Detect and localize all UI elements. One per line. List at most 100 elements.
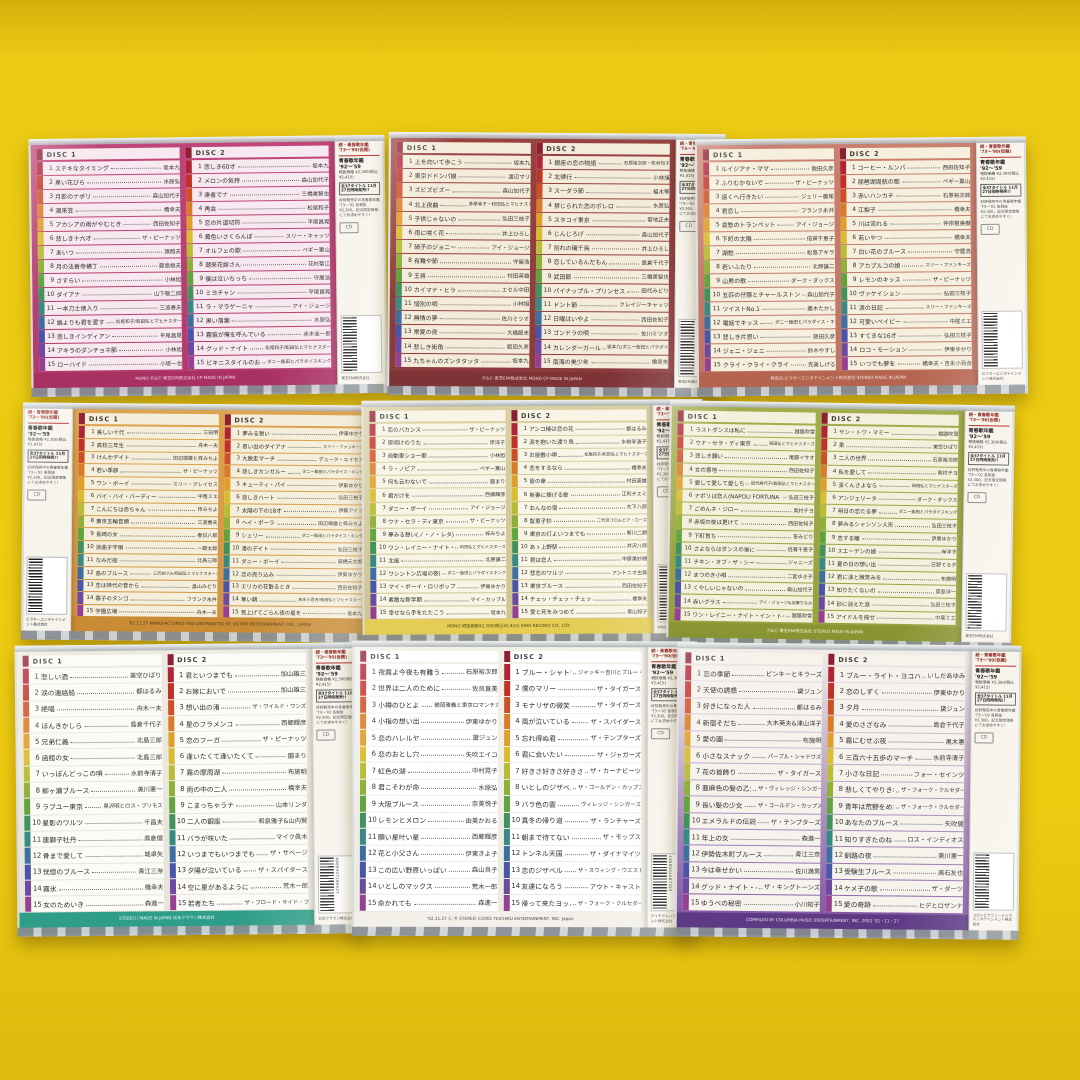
track-artist: 森山良子 xyxy=(471,866,498,875)
dotted-leader xyxy=(572,782,576,790)
cd-back-1962: DISC 1 1 ルイジアナ・ママ 飯田久彦 2 ふりむかないで ザ・ピーナッツ… xyxy=(694,136,1029,397)
track-title: まつのき小唄 xyxy=(693,572,727,580)
track-row: 5 川は流れる 仲宗根美樹 xyxy=(840,216,971,231)
track-title: マイ・ボーイ・ロリポップ xyxy=(388,584,456,591)
track-number: 2 xyxy=(49,178,54,186)
dotted-leader xyxy=(574,172,652,180)
dotted-leader xyxy=(69,670,128,678)
track-artist: スリー・ファンキーズ xyxy=(925,304,972,310)
dotted-leader xyxy=(883,573,939,581)
track-number: 8 xyxy=(180,784,185,793)
rainbow-chip xyxy=(818,583,825,597)
track-artist: 和田弘とマヒナスターズ xyxy=(911,482,958,489)
rainbow-chip xyxy=(683,796,690,812)
dotted-leader xyxy=(740,505,792,512)
track-number: 3 xyxy=(548,187,553,195)
track-row: 10 渚のデイト 弘田三枝子 xyxy=(223,542,363,556)
track-row: 2 涙の連絡船 都はるみ xyxy=(22,683,162,701)
dotted-leader xyxy=(464,157,512,164)
rainbow-chip xyxy=(820,425,828,438)
track-title: 涙の連絡船 xyxy=(40,689,76,698)
disc2-column: DISC 2 1 君といつまでも 加山雄三 2 お嫁においで 加山雄三 3 想い… xyxy=(167,652,309,911)
track-artist: 石原裕次郎 xyxy=(942,192,971,199)
rainbow-chip xyxy=(187,272,194,286)
track-title: 僕は泣いちっち xyxy=(205,275,248,284)
rainbow-chip xyxy=(839,175,846,189)
track-row: 8 有難や節 守屋浩 xyxy=(395,254,530,269)
track-row: 12 伊勢佐木町ブルース 青江三奈 xyxy=(683,845,821,863)
dotted-leader xyxy=(455,529,484,536)
track-title: 今は幸せかい xyxy=(701,866,742,876)
track-title: 自動車ショー歌 xyxy=(387,453,427,460)
track-row: 12 いつまでもいつまでも ザ・サベージ xyxy=(169,845,308,862)
track-row: 1 悲しき60才 坂本九 xyxy=(185,158,329,174)
track-row: 12 可愛いベイビー 中尾ミエ xyxy=(840,314,972,329)
track-title: ブルー・ライト・ヨコハマ xyxy=(846,671,921,681)
track-artist: ヴィレッジ・シンガーズ xyxy=(580,801,641,808)
track-row: 1 サン・トワ・マミー 越路吹雪 xyxy=(820,425,959,441)
track-number: 12 xyxy=(195,317,204,325)
track-artist: 花村菊江 xyxy=(307,261,331,268)
track-number: 11 xyxy=(86,556,94,563)
dotted-leader xyxy=(739,684,796,693)
track-title: ワシントン広場の夜は更けて xyxy=(388,571,441,578)
track-title: 電話でキッス xyxy=(722,319,759,328)
track-artist: 三波春夫 xyxy=(197,519,218,527)
disc2-label: DISC 2 xyxy=(224,414,364,427)
dotted-leader xyxy=(591,214,646,222)
dotted-leader xyxy=(575,437,620,444)
track-row: 8 夢みるシャンソン人形 弘田三枝子 xyxy=(819,517,958,533)
disc2-label: DISC 2 xyxy=(185,145,329,159)
track-row: 4 新宿そだち 大木英夫&津山洋子 xyxy=(684,714,822,732)
track-title: 三百六十五歩のマーチ xyxy=(845,753,914,763)
rainbow-chip xyxy=(78,438,85,451)
track-title: ゆうべの秘密 xyxy=(700,899,742,909)
rainbow-chip xyxy=(839,189,846,203)
rainbow-chip xyxy=(38,343,46,358)
track-title: アカシアの雨がやむとき xyxy=(55,221,122,229)
track-artist: 伊東ゆかり xyxy=(480,583,506,590)
dotted-leader xyxy=(434,880,470,889)
track-artist: 越路吹雪 xyxy=(791,613,813,620)
track-number: 6 xyxy=(90,492,95,499)
track-artist: 荒木一郎 xyxy=(282,882,309,891)
barcode-digits xyxy=(990,854,991,908)
dotted-leader xyxy=(579,299,618,307)
rainbow-chip xyxy=(78,464,85,477)
track-number: 15 xyxy=(826,613,835,620)
track-row: 9 僕は泣いちっち 守屋浩 xyxy=(187,270,331,286)
dotted-leader xyxy=(922,670,926,678)
track-artist: 坂本九 xyxy=(490,609,506,617)
track-row: 4 ほんきかしら 島倉千代子 xyxy=(23,716,162,733)
disc2-column: DISC 2 1 ブルー・ライト・ヨコハマ いしだあゆみ 2 恋のしずく 伊東ゆ… xyxy=(825,653,966,914)
track-artist: ザ・ワイルド・ワンズ xyxy=(252,704,307,711)
rainbow-chip xyxy=(827,715,834,732)
track-row: 12 トンネル天国 ザ・ダイナマイツ xyxy=(503,845,641,862)
track-number: 5 xyxy=(515,733,520,742)
dotted-leader xyxy=(888,719,932,727)
rainbow-chip xyxy=(25,896,32,913)
back-insert: DISC 1 1 恋の季節 ピンキーとキラーズ 2 天使の誘惑 黛ジュン 3 好… xyxy=(676,644,972,938)
track-title: 皆の衆 xyxy=(529,479,547,486)
dotted-leader xyxy=(457,284,500,292)
dotted-leader xyxy=(898,330,943,337)
dotted-leader xyxy=(276,493,337,500)
track-number: 13 xyxy=(379,583,387,590)
track-number: 15 xyxy=(86,608,94,615)
track-title: パイナップル・プリンセス xyxy=(553,287,626,296)
track-number: 10 xyxy=(46,290,55,298)
track-artist: 高倉健 xyxy=(144,835,164,843)
track-row: 10 二人の銀座 和泉雅子&山内賢 xyxy=(168,812,308,830)
track-number: 11 xyxy=(543,300,552,308)
track-number: 5 xyxy=(832,481,837,488)
dotted-leader xyxy=(770,163,810,170)
rainbow-chip xyxy=(676,449,684,463)
rainbow-chip xyxy=(825,896,832,912)
track-row: 5 涙くんさよなら 和田弘とマヒナスターズ xyxy=(820,478,958,493)
track-row: 6 逢いたくて逢いたくて 園まり xyxy=(168,747,307,765)
track-number: 8 xyxy=(382,518,387,525)
rainbow-chip xyxy=(703,204,710,218)
dotted-leader xyxy=(572,666,576,674)
track-row: 13 この広い野原いっぱい 森山良子 xyxy=(359,861,498,878)
compact-disc-logo: CD xyxy=(974,731,994,744)
